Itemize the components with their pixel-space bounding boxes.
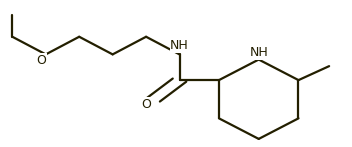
Text: NH: NH [249,46,268,59]
Text: O: O [37,54,46,67]
Text: NH: NH [170,39,189,52]
Text: O: O [141,98,151,111]
